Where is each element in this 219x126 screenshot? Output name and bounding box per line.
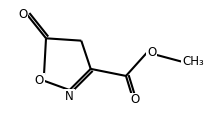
Text: O: O	[147, 46, 156, 59]
Text: CH₃: CH₃	[182, 55, 204, 68]
Text: N: N	[65, 90, 74, 103]
Text: O: O	[34, 74, 44, 87]
Text: O: O	[18, 8, 27, 21]
Text: O: O	[131, 93, 140, 106]
